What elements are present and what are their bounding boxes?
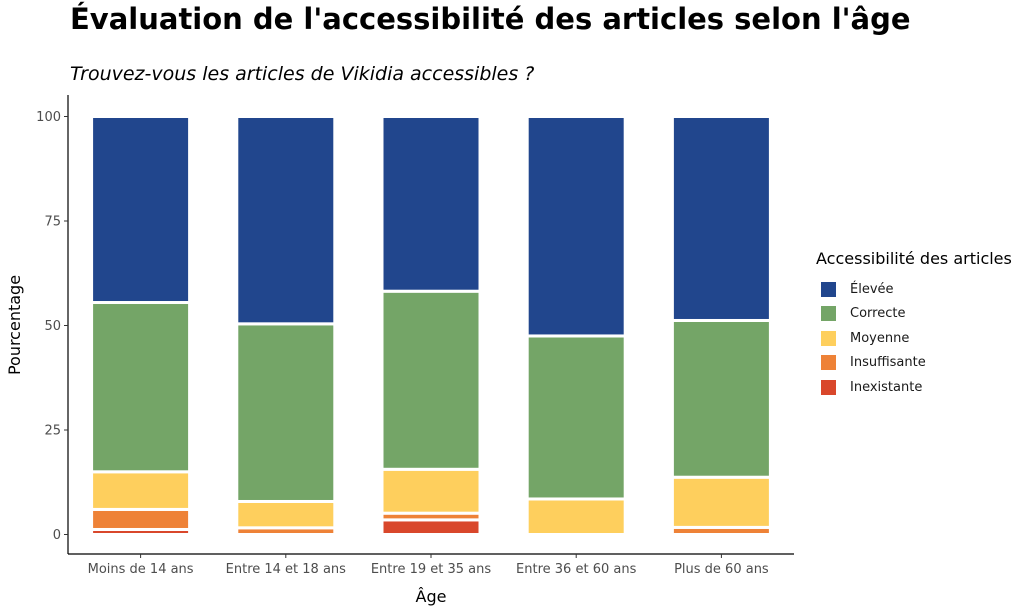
y-tick-label: 50	[44, 319, 61, 334]
legend-item: Inexistante	[816, 375, 1012, 400]
bar-segment	[380, 467, 482, 515]
bar-segment	[90, 507, 192, 531]
chart-subtitle: Trouvez-vous les articles de Vikidia acc…	[70, 63, 535, 85]
legend-title: Accessibilité des articles	[816, 249, 1012, 268]
y-axis-title: Pourcentage	[5, 275, 24, 375]
y-tick-label: 100	[36, 110, 61, 125]
x-tick-label: Entre 19 et 35 ans	[371, 562, 492, 577]
bar-segment	[525, 334, 627, 501]
legend-item: Correcte	[816, 302, 1012, 327]
legend-label: Correcte	[850, 306, 906, 322]
legend-swatch	[821, 330, 836, 346]
legend-items: Élevée Correcte Moyenne Insuffisante Inexist…	[816, 277, 1012, 400]
legend-item: Insuffisante	[816, 351, 1012, 376]
bar-segment	[670, 475, 772, 529]
x-tick-label: Moins de 14 ans	[88, 562, 194, 577]
bars-layer	[90, 115, 772, 537]
stacked-bar-chart: 0 25 50 75 100 Moins de 14 ans Entre 14 et 18 …	[5, 95, 794, 606]
legend-swatch	[821, 306, 836, 322]
x-tick-label: Plus de 60 ans	[674, 562, 769, 577]
bar-segment	[235, 499, 337, 530]
legend-label: Moyenne	[850, 330, 910, 346]
bar-segment	[90, 301, 192, 474]
bar-segment	[670, 115, 772, 322]
bar-segment	[235, 115, 337, 326]
chart-title: Évaluation de l'accessibilité des articl…	[70, 2, 911, 36]
bar-segment	[525, 497, 627, 536]
y-tick-label: 25	[44, 424, 61, 439]
bar-segment	[90, 115, 192, 305]
x-axis-title: Âge	[416, 587, 447, 606]
x-tick-label: Entre 36 et 60 ans	[516, 562, 637, 577]
legend-item: Élevée	[816, 277, 1012, 302]
y-tick-label: 0	[53, 528, 61, 543]
legend-item: Moyenne	[816, 326, 1012, 351]
bar-segment	[380, 289, 482, 471]
bar-segment	[525, 115, 627, 338]
x-tick-label: Entre 14 et 18 ans	[226, 562, 347, 577]
legend-label: Insuffisante	[850, 355, 926, 371]
y-tick-label: 75	[44, 215, 61, 230]
legend: Accessibilité des articles Élevée Correct…	[816, 249, 1012, 400]
legend-label: Élevée	[850, 281, 894, 297]
axes-layer: 0 25 50 75 100 Moins de 14 ans Entre 14 et 18 …	[36, 95, 794, 577]
bar-segment	[380, 518, 482, 536]
bar-segment	[235, 322, 337, 503]
bar-segment	[670, 318, 772, 479]
legend-swatch	[821, 355, 836, 371]
bar-segment	[90, 470, 192, 511]
legend-label: Inexistante	[850, 379, 923, 395]
bar-segment	[380, 115, 482, 293]
legend-swatch	[821, 281, 836, 297]
legend-swatch	[821, 379, 836, 395]
